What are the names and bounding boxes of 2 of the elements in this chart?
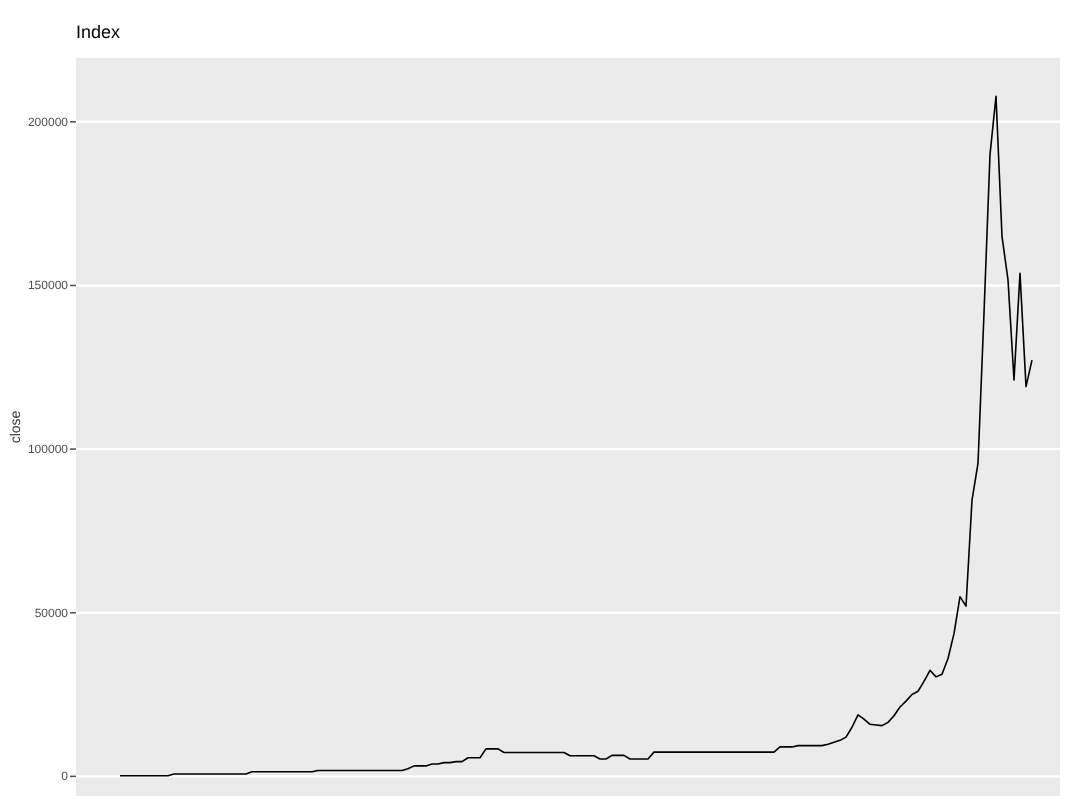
line-series <box>119 95 1033 777</box>
chart-title: Index <box>76 22 122 42</box>
